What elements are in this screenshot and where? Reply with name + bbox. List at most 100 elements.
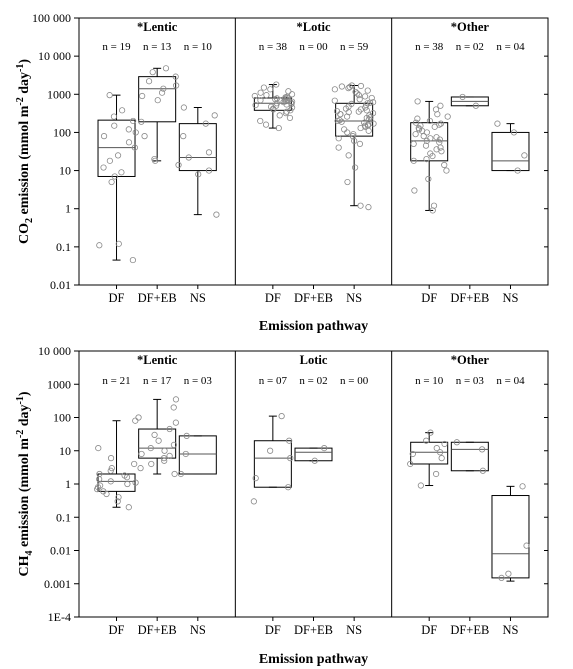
data-point [479, 446, 486, 453]
y-tick-label: 10 [59, 444, 71, 458]
data-point [367, 114, 374, 121]
y-axis-title-part: day [17, 72, 32, 97]
data-point [141, 133, 148, 140]
box-iqr [450, 441, 489, 472]
data-point [283, 108, 290, 115]
y-tick-label: 1 [65, 202, 71, 216]
data-point [273, 95, 281, 102]
data-point [345, 152, 352, 159]
data-point [154, 97, 161, 104]
data-point [427, 429, 434, 436]
y-axis-title-part: CH [17, 555, 32, 576]
data-point [494, 120, 501, 127]
data-point [161, 447, 168, 454]
data-point [138, 450, 145, 458]
data-point [262, 121, 270, 128]
y-axis-title-part: 2 [24, 218, 35, 223]
y-axis-title-part: ) [17, 59, 32, 64]
data-point [344, 178, 351, 186]
y-tick-label: 10 000 [38, 344, 71, 358]
data-point [114, 152, 122, 159]
data-point [177, 470, 184, 478]
sample-size-label: n = 17 [143, 375, 172, 387]
y-axis-title-part: -1 [15, 396, 26, 404]
data-point [95, 445, 102, 452]
x-category-label: DF [109, 623, 125, 637]
data-point [338, 83, 345, 90]
data-point [267, 447, 274, 454]
y-axis-title-part: emission (mmol m [17, 438, 32, 551]
data-point [357, 202, 364, 209]
box-iqr [294, 447, 333, 462]
data-point [111, 173, 118, 180]
data-point [175, 161, 182, 169]
data-point [276, 112, 283, 119]
data-point [115, 240, 122, 247]
y-axis-title-part: day [17, 404, 32, 429]
x-category-label: DF+EB [138, 623, 177, 637]
box-iqr [138, 428, 177, 459]
data-point [523, 542, 530, 549]
data-point [170, 404, 177, 411]
sample-size-label: n = 02 [456, 41, 484, 53]
data-point [114, 498, 121, 505]
data-point [257, 117, 264, 125]
y-axis-title-part: ) [17, 391, 32, 396]
data-point [336, 117, 343, 124]
data-point [273, 102, 280, 109]
x-category-label: NS [502, 291, 518, 305]
data-point [366, 99, 374, 106]
data-point [426, 117, 434, 125]
data-point [498, 574, 505, 581]
x-category-label: DF+EB [138, 291, 177, 305]
data-point [96, 470, 103, 478]
data-point [417, 122, 424, 129]
plot-frame [78, 17, 549, 286]
x-axis-title: Emission pathway [259, 319, 368, 334]
data-point [351, 164, 359, 171]
data-point [361, 119, 368, 126]
sample-size-label: n = 21 [102, 375, 130, 387]
data-point [287, 455, 294, 462]
panel-title: *Lotic [296, 20, 330, 34]
data-point [124, 480, 131, 488]
data-point [139, 92, 146, 100]
data-point [205, 149, 213, 156]
sample-size-label: n = 59 [340, 41, 369, 53]
data-point [335, 144, 342, 151]
data-point [311, 457, 318, 464]
data-point [172, 419, 179, 426]
data-point [355, 92, 363, 99]
data-point [361, 122, 369, 129]
sample-size-label: n = 38 [415, 41, 444, 53]
data-point [160, 85, 167, 92]
sample-size-label: n = 38 [259, 41, 288, 53]
data-point [275, 124, 282, 132]
data-point [286, 114, 294, 122]
data-point [436, 121, 443, 128]
sample-size-label: n = 03 [184, 375, 213, 387]
data-point [100, 133, 108, 140]
y-tick-label: 10 [59, 164, 71, 178]
box-iqr [178, 435, 217, 475]
data-point [352, 88, 359, 96]
data-point [273, 81, 280, 88]
y-axis-title-part: emission (mmol m [17, 105, 32, 218]
data-point [364, 100, 371, 107]
y-tick-label: 0.01 [50, 278, 71, 292]
sample-size-label: n = 10 [415, 375, 444, 387]
data-point [173, 82, 180, 89]
data-point [251, 92, 258, 100]
x-category-label: NS [346, 291, 362, 305]
data-point [106, 157, 113, 164]
data-point [110, 113, 118, 120]
data-point [171, 470, 178, 478]
data-point [427, 135, 434, 142]
y-tick-label: 100 000 [32, 11, 71, 25]
data-point [160, 455, 168, 462]
data-point [356, 96, 363, 103]
data-point [407, 460, 414, 468]
box-iqr [138, 76, 177, 123]
chart-ch4: 10 000 1000 100 10 1 0.1 0.01 0.001 1E-4 *Lentic n… [15, 344, 549, 667]
data-point [365, 204, 372, 211]
